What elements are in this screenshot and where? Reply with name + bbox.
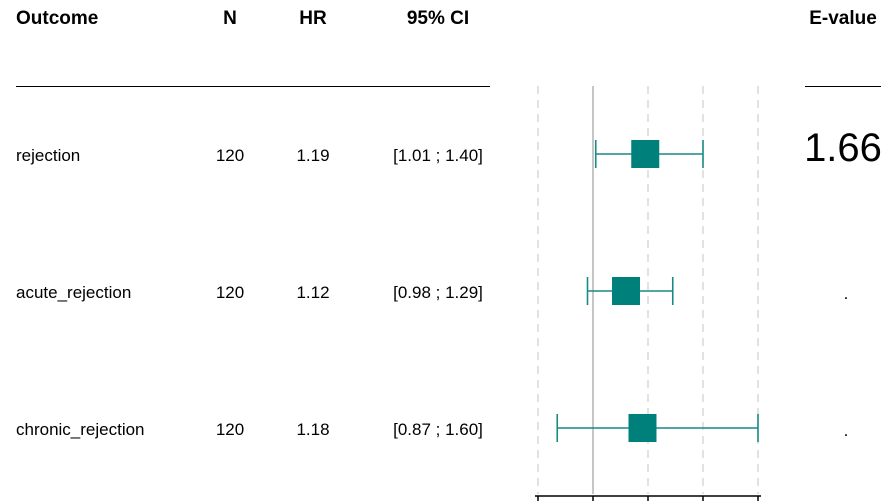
- row-n: 120: [215, 420, 245, 439]
- header-evalue: E-value: [809, 8, 877, 29]
- row-ci: [0.87 ; 1.60]: [393, 420, 483, 439]
- row-ci: [1.01 ; 1.40]: [393, 146, 483, 165]
- header-n: N: [223, 8, 237, 29]
- row-outcome: chronic_rejection: [16, 420, 145, 439]
- header-rule-right: [805, 86, 881, 87]
- row-hr: 1.18: [296, 420, 330, 439]
- row-ci: [0.98 ; 1.29]: [393, 283, 483, 302]
- header-ci: 95% CI: [406, 8, 470, 29]
- row-evalue: .: [843, 421, 849, 440]
- row-evalue: .: [843, 284, 849, 303]
- row-outcome: rejection: [16, 146, 81, 165]
- point-estimate-marker: [631, 140, 660, 168]
- header-outcome: Outcome: [16, 8, 99, 29]
- point-estimate-marker: [612, 277, 640, 305]
- header-rule-left: [16, 86, 490, 87]
- row-hr: 1.19: [296, 146, 330, 165]
- header-hr: HR: [299, 8, 327, 29]
- row-evalue: 1.66: [804, 126, 882, 170]
- row-n: 120: [215, 146, 245, 165]
- point-estimate-marker: [628, 414, 657, 442]
- row-hr: 1.12: [296, 283, 330, 302]
- row-n: 120: [215, 283, 245, 302]
- row-outcome: acute_rejection: [16, 283, 132, 302]
